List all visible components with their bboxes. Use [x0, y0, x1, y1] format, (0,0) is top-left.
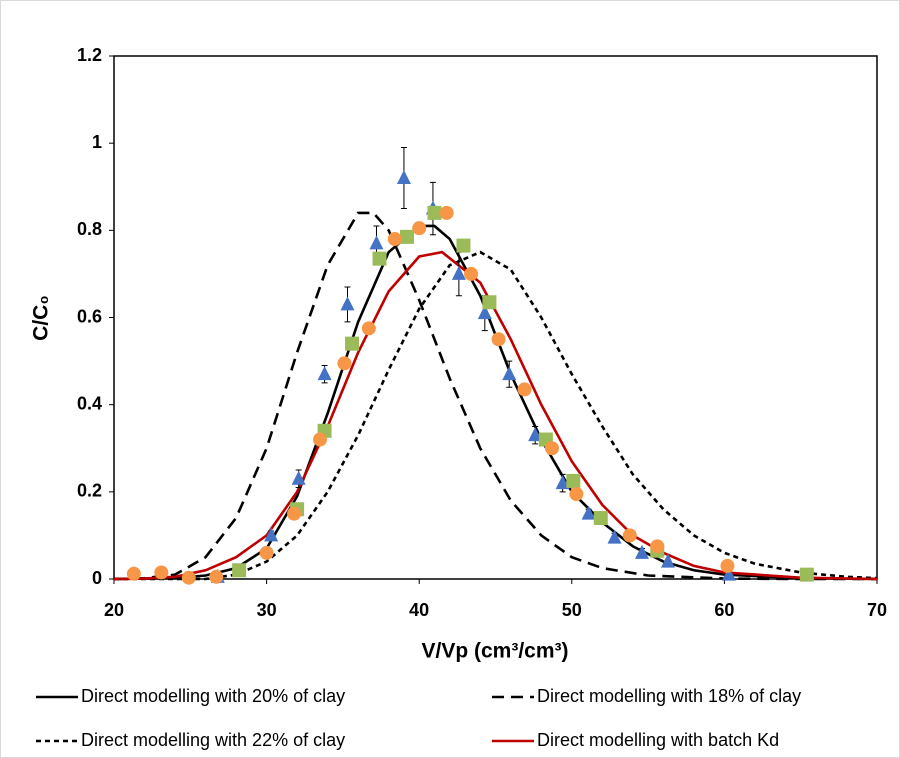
x-tick-label: 40 [409, 600, 429, 620]
x-axis-title: V/Vp (cm³/cm³) [421, 640, 568, 663]
marker-triangle [528, 427, 543, 442]
marker-circle [209, 569, 224, 584]
marker-triangle [477, 305, 492, 320]
marker-square [399, 229, 414, 244]
legend-label: Direct modelling with 20% of clay [81, 686, 345, 706]
marker-circle [544, 441, 559, 456]
marker-triangle [291, 470, 306, 485]
marker-circle [439, 205, 454, 220]
marker-circle [154, 565, 169, 580]
marker-square [566, 473, 581, 488]
marker-circle [569, 487, 584, 502]
curve [113, 224, 878, 581]
y-axis-title: C/C₀ [30, 295, 53, 341]
y-tick-label: 0.2 [77, 481, 102, 501]
legend-label: Direct modelling with 18% of clay [537, 686, 801, 706]
marker-triangle [369, 235, 384, 250]
x-tick-label: 20 [104, 600, 124, 620]
x-tick-label: 30 [257, 600, 277, 620]
marker-circle [313, 432, 328, 447]
marker-triangle [607, 529, 622, 544]
marker-square [232, 563, 247, 578]
y-tick-label: 0 [92, 568, 102, 588]
marker-square [456, 238, 471, 253]
marker-circle [337, 356, 352, 371]
curve [113, 211, 877, 581]
marker-circle [517, 382, 532, 397]
legend-label: Direct modelling with batch Kd [537, 730, 779, 750]
marker-circle [622, 528, 637, 543]
marker-triangle [660, 553, 675, 568]
y-tick-label: 1 [92, 132, 102, 152]
marker-circle [287, 506, 302, 521]
marker-circle [650, 539, 665, 554]
marker-triangle [317, 366, 332, 381]
marker-triangle [502, 366, 517, 381]
legend-label: Direct modelling with 22% of clay [81, 730, 345, 750]
marker-square [799, 567, 814, 582]
x-tick-label: 60 [714, 600, 734, 620]
y-tick-label: 0.8 [77, 219, 102, 239]
marker-circle [412, 221, 427, 236]
curve [113, 250, 878, 581]
curve [114, 250, 878, 581]
marker-circle [720, 558, 735, 573]
marker-circle [126, 566, 141, 581]
marker-square [372, 251, 387, 266]
marker-circle [491, 332, 506, 347]
marker-triangle [634, 544, 649, 559]
marker-square [427, 205, 442, 220]
marker-square [482, 295, 497, 310]
marker-triangle [581, 505, 596, 520]
marker-triangle [264, 527, 279, 542]
marker-circle [361, 321, 376, 336]
y-tick-label: 0.4 [77, 393, 102, 413]
marker-triangle [340, 296, 355, 311]
marker-triangle [555, 475, 570, 490]
marker-circle [387, 232, 402, 247]
marker-square [593, 510, 608, 525]
x-tick-label: 50 [562, 600, 582, 620]
y-tick-label: 0.6 [77, 306, 102, 326]
marker-square [345, 336, 360, 351]
x-tick-label: 70 [867, 600, 887, 620]
marker-circle [181, 570, 196, 585]
marker-triangle [396, 170, 411, 185]
marker-triangle [451, 265, 466, 280]
y-tick-label: 1.2 [77, 45, 102, 65]
marker-circle [464, 266, 479, 281]
marker-circle [259, 545, 274, 560]
marker-triangle [721, 566, 736, 581]
